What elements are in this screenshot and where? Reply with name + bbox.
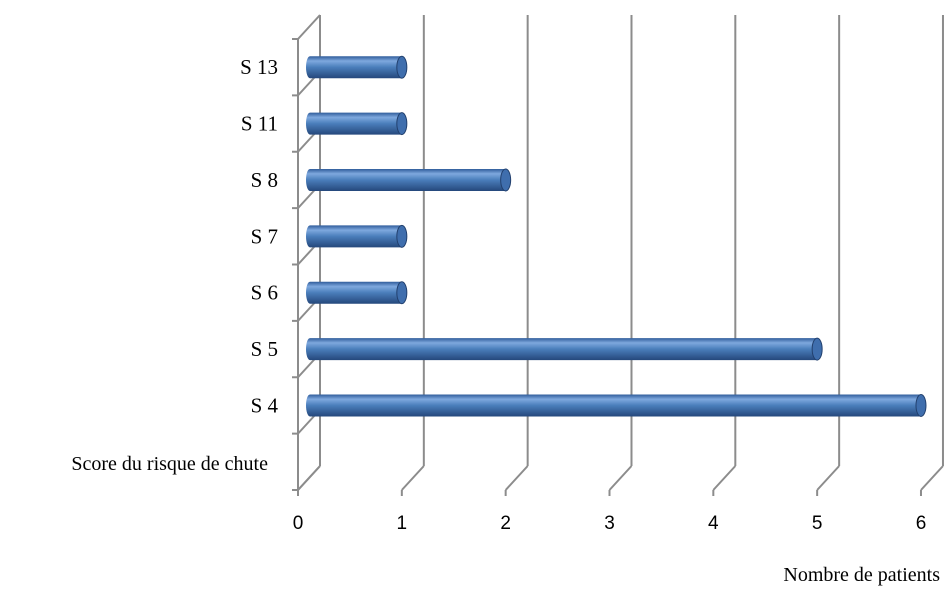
category-label: S 7 bbox=[251, 224, 278, 248]
category-label: S 5 bbox=[251, 337, 278, 361]
bar-cap bbox=[811, 337, 823, 361]
bar bbox=[306, 168, 512, 192]
x-axis-title: Nombre de patients bbox=[783, 564, 940, 586]
category-label: S 4 bbox=[251, 393, 279, 417]
floor-line bbox=[712, 465, 737, 491]
x-tick-label: 3 bbox=[604, 513, 615, 534]
bar-body bbox=[306, 168, 506, 191]
floor-line bbox=[920, 465, 944, 491]
category-label: S 11 bbox=[241, 112, 278, 136]
bar-body bbox=[306, 56, 402, 79]
bar bbox=[306, 393, 927, 417]
bar-cap bbox=[500, 168, 512, 192]
category-labels: S 4 S 5 S 6 S 7 S 8 S 11 S 13 bbox=[240, 55, 278, 417]
x-tick-label: 0 bbox=[293, 513, 304, 534]
bar-body bbox=[306, 281, 402, 304]
bar-body bbox=[306, 112, 402, 135]
bar bbox=[306, 224, 408, 248]
bars bbox=[306, 55, 927, 417]
x-tick-label: 1 bbox=[397, 513, 408, 534]
bar-cap bbox=[396, 112, 408, 136]
category-label: S 6 bbox=[251, 281, 278, 305]
bar-cap bbox=[396, 281, 408, 305]
x-tick-label: 6 bbox=[916, 513, 927, 534]
axes bbox=[292, 14, 922, 496]
x-tick-label: 5 bbox=[812, 513, 823, 534]
bar-body bbox=[306, 225, 402, 248]
floor-line bbox=[504, 465, 529, 491]
floor-line bbox=[816, 465, 840, 491]
y-axis-title: Score du risque de chute bbox=[71, 453, 268, 475]
bar-cap bbox=[915, 393, 927, 417]
bar bbox=[306, 281, 408, 305]
category-label: S 8 bbox=[251, 168, 278, 192]
bar bbox=[306, 112, 408, 136]
bar-body bbox=[306, 394, 921, 417]
wall-line bbox=[297, 465, 321, 491]
x-tick-label: 2 bbox=[500, 513, 511, 534]
wall-line bbox=[297, 14, 321, 40]
category-label: S 13 bbox=[240, 55, 278, 79]
bar bbox=[306, 55, 408, 79]
grid bbox=[297, 15, 944, 491]
floor-line bbox=[608, 465, 633, 491]
x-tick-label: 4 bbox=[708, 513, 719, 534]
bar-body bbox=[306, 338, 818, 361]
bar-cap bbox=[396, 55, 408, 79]
x-tick-labels: 0 1 2 3 4 5 6 bbox=[293, 513, 927, 534]
bar bbox=[306, 337, 823, 361]
floor-line bbox=[401, 465, 425, 491]
bar-cap bbox=[396, 224, 408, 248]
